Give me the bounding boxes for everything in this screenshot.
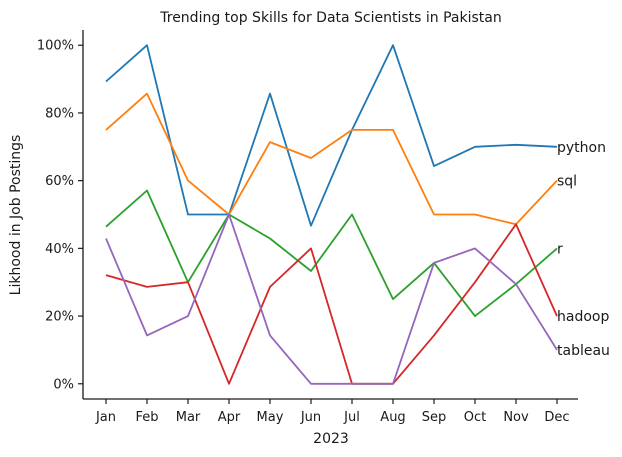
x-tick-label: Apr [218,410,241,425]
y-tick-label: 100% [37,39,74,54]
x-tick-label: May [257,410,284,425]
y-tick-label: 0% [53,377,74,392]
x-tick-label: Dec [544,410,569,425]
series-label-hadoop: hadoop [557,309,609,325]
series-layer [105,44,558,385]
chart-title: Trending top Skills for Data Scientists … [159,10,502,26]
series-line-python [105,44,558,227]
x-tick-label: Aug [380,410,405,425]
y-tick-label: 60% [45,174,74,189]
x-tick-label: Mar [176,410,201,425]
series-label-r: r [557,241,563,257]
x-tick-label: Oct [464,410,486,425]
x-axis-label: 2023 [313,431,349,447]
x-tick-label: Sep [422,410,447,425]
x-tick-label: Jun [300,410,321,425]
x-tick-label: Jan [95,410,116,425]
y-axis-label: Likhood in Job Postings [8,135,24,296]
series-line-sql [105,92,558,226]
y-tick-label: 20% [45,310,74,325]
series-line-hadoop [105,223,558,385]
y-tick-label: 80% [45,106,74,121]
y-tick-label: 40% [45,242,74,257]
x-tick-label: Nov [503,410,529,425]
y-axis: 0% 20% 40% 60% 80% 100% [37,30,84,399]
x-axis: Jan Feb Mar Apr May Jun Jul Aug Sep Oct Nov Dec [83,398,578,425]
series-labels: python sql r hadoop tableau [557,140,610,359]
x-tick-label: Feb [135,410,158,425]
x-tick-label: Jul [343,410,360,425]
series-label-python: python [557,140,606,156]
series-label-sql: sql [557,174,577,190]
series-line-tableau [105,213,558,385]
series-label-tableau: tableau [557,343,610,359]
series-line-r [105,189,558,318]
